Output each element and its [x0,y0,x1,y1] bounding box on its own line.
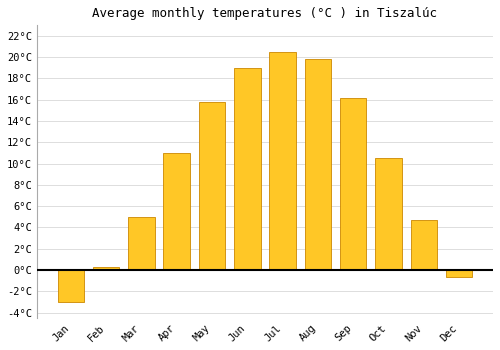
Bar [93,267,120,270]
Bar [58,270,84,302]
Bar [410,220,437,270]
Title: Average monthly temperatures (°C ) in Tiszalúc: Average monthly temperatures (°C ) in Ti… [92,7,438,20]
Bar [446,270,472,278]
Bar [234,68,260,270]
Bar [375,158,402,270]
Bar [304,59,331,270]
Bar [164,153,190,270]
Bar [198,102,225,270]
Bar [270,52,296,270]
Bar [340,98,366,270]
Bar [128,217,154,270]
